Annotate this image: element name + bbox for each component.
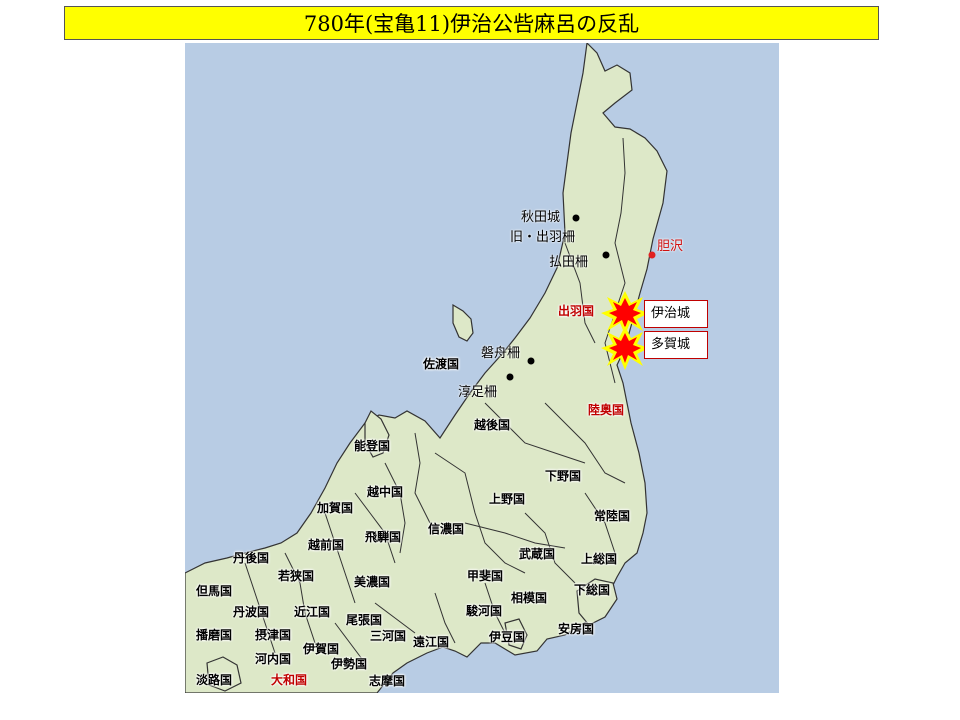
province-shinano: 信濃国 [428, 522, 465, 536]
province-tango: 丹後国 [233, 551, 270, 565]
revolt-explosion-icon [601, 326, 649, 370]
province-kazusa: 上総国 [581, 552, 618, 566]
province-iga: 伊賀国 [303, 642, 340, 656]
province-mutsu: 陸奥国 [588, 403, 625, 417]
province-omi: 近江国 [294, 605, 331, 619]
province-echizen: 越前国 [308, 538, 345, 552]
province-hida: 飛騨国 [365, 530, 402, 544]
province-harima: 播磨国 [196, 628, 233, 642]
province-suruga: 駿河国 [466, 604, 503, 618]
province-shimosa: 下総国 [574, 583, 611, 597]
map-canvas [185, 43, 779, 693]
site-iwafune: 磐舟柵 [481, 346, 521, 361]
province-tajima: 但馬国 [196, 584, 233, 598]
site-nutari: 淳足柵 [458, 385, 498, 400]
honshu-landmass [185, 43, 668, 693]
boso-peninsula [576, 578, 618, 626]
province-mikawa: 三河国 [370, 629, 407, 643]
province-ise: 伊勢国 [331, 657, 368, 671]
province-dewa: 出羽国 [558, 304, 595, 318]
izu-peninsula [504, 618, 528, 650]
site-isawa: 胆沢 [657, 239, 684, 254]
callout-iji-castle: 伊治城 [644, 300, 708, 328]
site-old-dewa: 旧・出羽柵 [510, 230, 576, 245]
province-kawachi: 河内国 [255, 652, 292, 666]
province-awa: 安房国 [558, 622, 595, 636]
province-noto: 能登国 [354, 439, 391, 453]
revolt-explosion-icon [601, 291, 649, 335]
sado-island [452, 303, 474, 342]
awaji-island [206, 656, 242, 692]
province-echigo: 越後国 [474, 418, 511, 432]
iwafune-fort-marker [527, 357, 535, 365]
province-etchu: 越中国 [367, 485, 404, 499]
hotta-fort-marker [602, 251, 610, 259]
province-musashi: 武蔵国 [519, 547, 556, 561]
province-kai: 甲斐国 [467, 569, 504, 583]
province-yamato: 大和国 [271, 673, 308, 687]
province-awaji: 淡路国 [196, 673, 233, 687]
map-title: 780年(宝亀11)伊治公呰麻呂の反乱 [64, 6, 879, 40]
province-sado: 佐渡国 [423, 357, 460, 371]
province-hitachi: 常陸国 [594, 509, 631, 523]
isawa-marker [648, 251, 656, 259]
province-tamba: 丹波国 [233, 605, 270, 619]
site-akita: 秋田城 [521, 210, 561, 225]
province-kozuke: 上野国 [489, 492, 526, 506]
nutari-fort-marker [506, 373, 514, 381]
noto-peninsula [364, 410, 390, 458]
province-sagami: 相模国 [511, 591, 548, 605]
province-kaga: 加賀国 [317, 501, 354, 515]
site-hotta: 払田柵 [549, 255, 589, 270]
province-settsu: 摂津国 [255, 628, 292, 642]
akita-castle-marker [572, 214, 580, 222]
province-mino: 美濃国 [354, 575, 391, 589]
province-shima: 志摩国 [369, 674, 406, 688]
province-izu: 伊豆国 [489, 630, 526, 644]
province-borders [244, 137, 626, 664]
province-wakasa: 若狭国 [278, 569, 315, 583]
province-owari: 尾張国 [346, 613, 383, 627]
callout-taga-castle: 多賀城 [644, 331, 708, 359]
province-totomi: 遠江国 [413, 635, 450, 649]
province-shimotsuke: 下野国 [545, 469, 582, 483]
